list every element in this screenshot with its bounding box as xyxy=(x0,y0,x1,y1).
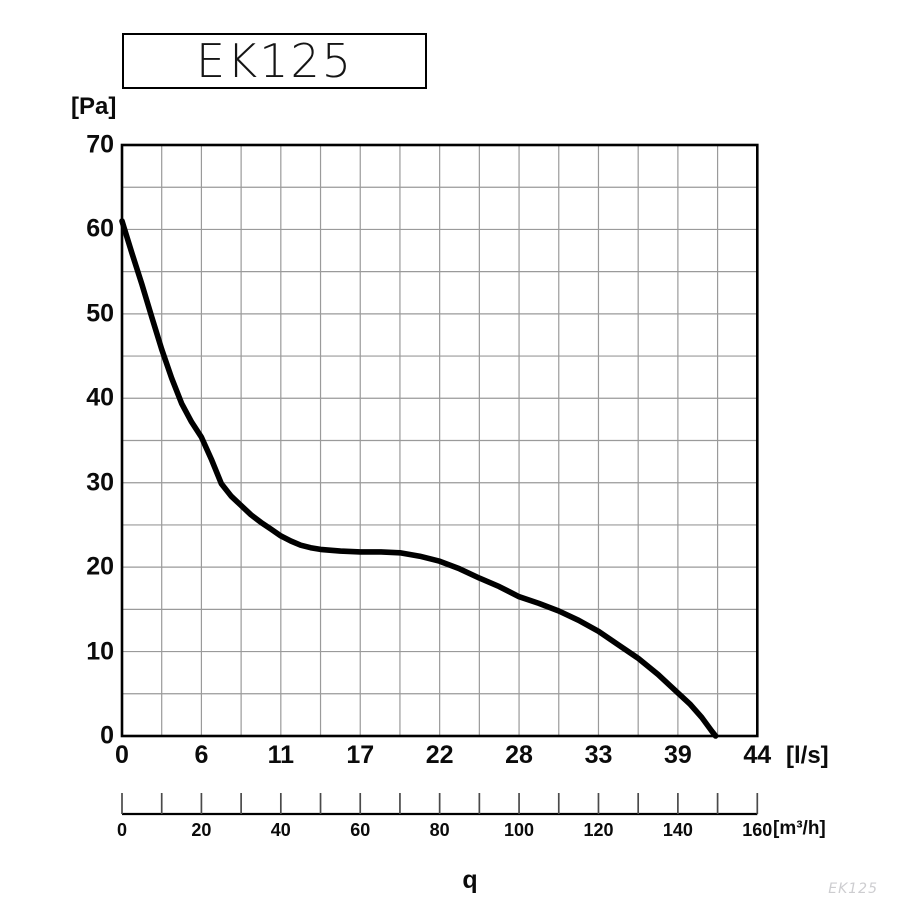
x-axis-secondary-tick-label: 0 xyxy=(116,820,128,840)
x-axis-secondary-tick-label: 80 xyxy=(429,820,450,840)
x-axis-primary-tick-label: 6 xyxy=(194,741,209,769)
x-axis-primary-unit-label: [l/s] xyxy=(786,742,829,769)
performance-curve xyxy=(119,218,719,739)
y-axis-tick-label: 20 xyxy=(86,552,114,581)
x-axis-primary-tick-label: 28 xyxy=(505,741,533,769)
x-axis-primary-tick-label: 33 xyxy=(584,741,613,769)
x-axis-primary-tick-label: 22 xyxy=(425,741,454,769)
x-axis-primary-tick-label: 39 xyxy=(663,741,692,769)
x-axis-secondary-tick-label: 120 xyxy=(583,820,614,840)
x-axis-secondary-tick-label: 100 xyxy=(504,820,535,840)
y-axis-tick-label: 10 xyxy=(86,637,114,666)
x-axis-secondary-tick-label: 40 xyxy=(270,820,291,840)
y-axis-tick-label: 0 xyxy=(100,721,114,750)
x-axis-secondary-tick-label: 20 xyxy=(191,820,212,840)
x-axis-secondary-unit-label: [m³/h] xyxy=(773,818,826,839)
y-axis-tick-label: 50 xyxy=(86,299,114,328)
chart-title: EK125 xyxy=(195,34,354,88)
x-axis-primary-tick-label: 11 xyxy=(267,741,295,769)
x-axis-secondary-tick-label: 160 xyxy=(742,820,773,840)
x-axis-secondary-tick-label: 140 xyxy=(662,820,693,840)
watermark-text: EK125 xyxy=(828,881,878,897)
y-axis-tick-label: 40 xyxy=(86,383,114,412)
x-axis-primary-tick-label: 44 xyxy=(743,741,772,769)
y-axis-unit-label: [Pa] xyxy=(71,93,117,120)
y-axis-tick-label: 70 xyxy=(86,130,114,159)
y-axis-tick-label: 30 xyxy=(86,468,114,497)
x-axis-secondary-tick-label: 60 xyxy=(350,820,371,840)
x-axis-primary-tick-label: 0 xyxy=(115,741,129,769)
flow-quantity-label: q xyxy=(462,866,478,894)
x-axis-primary-tick-label: 17 xyxy=(346,741,375,769)
y-axis-tick-label: 60 xyxy=(86,214,114,243)
plot-frame xyxy=(120,143,759,738)
chart-title-box: EK125 xyxy=(122,33,427,89)
